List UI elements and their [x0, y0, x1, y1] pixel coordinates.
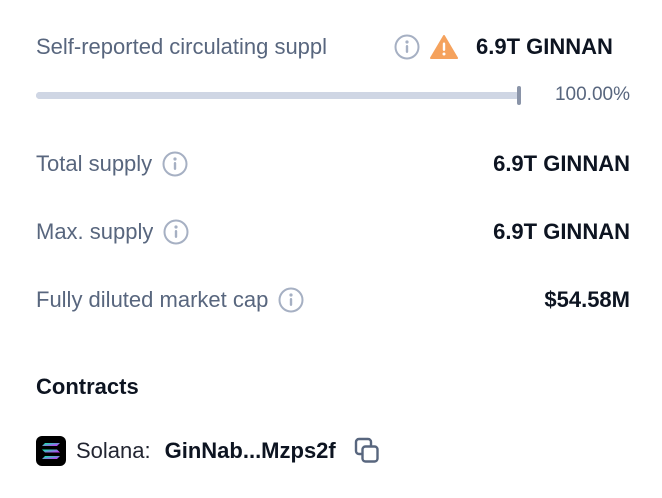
contracts-title: Contracts: [36, 374, 139, 399]
info-icon[interactable]: [278, 287, 304, 313]
contract-address[interactable]: GinNab...Mzps2f: [164, 438, 336, 463]
progress-percent: 100.00%: [554, 84, 630, 105]
progress-end-marker: [517, 85, 521, 105]
total-supply-row: Total supply 6.9T GINNAN: [36, 151, 630, 177]
total-supply-label: Total supply: [36, 151, 153, 176]
solana-logo-icon: [36, 436, 66, 466]
max-supply-label: Max. supply: [36, 219, 154, 244]
info-icon[interactable]: [163, 219, 189, 245]
fully-diluted-market-cap-value: $54.58M: [544, 287, 630, 312]
warning-icon[interactable]: [430, 34, 458, 60]
circulating-supply-row: Self-reported circulating suppl 6.9T GIN…: [36, 34, 630, 60]
contract-item: Solana: GinNab...Mzps2f: [36, 436, 380, 466]
copy-icon[interactable]: [354, 437, 380, 465]
contract-chain-name: Solana:: [76, 438, 151, 463]
circulating-supply-label: Self-reported circulating suppl: [36, 34, 328, 59]
info-icon[interactable]: [162, 151, 188, 177]
circulating-progress: 100.00%: [36, 82, 630, 108]
fully-diluted-market-cap-label: Fully diluted market cap: [36, 287, 269, 312]
info-icon[interactable]: [394, 34, 420, 60]
max-supply-row: Max. supply 6.9T GINNAN: [36, 219, 630, 245]
progress-fill: [36, 91, 519, 99]
fully-diluted-market-cap-row: Fully diluted market cap $54.58M: [36, 287, 630, 313]
circulating-supply-value: 6.9T GINNAN: [476, 34, 613, 59]
max-supply-value: 6.9T GINNAN: [493, 219, 630, 244]
progress-track: [36, 85, 521, 105]
total-supply-value: 6.9T GINNAN: [493, 151, 630, 176]
